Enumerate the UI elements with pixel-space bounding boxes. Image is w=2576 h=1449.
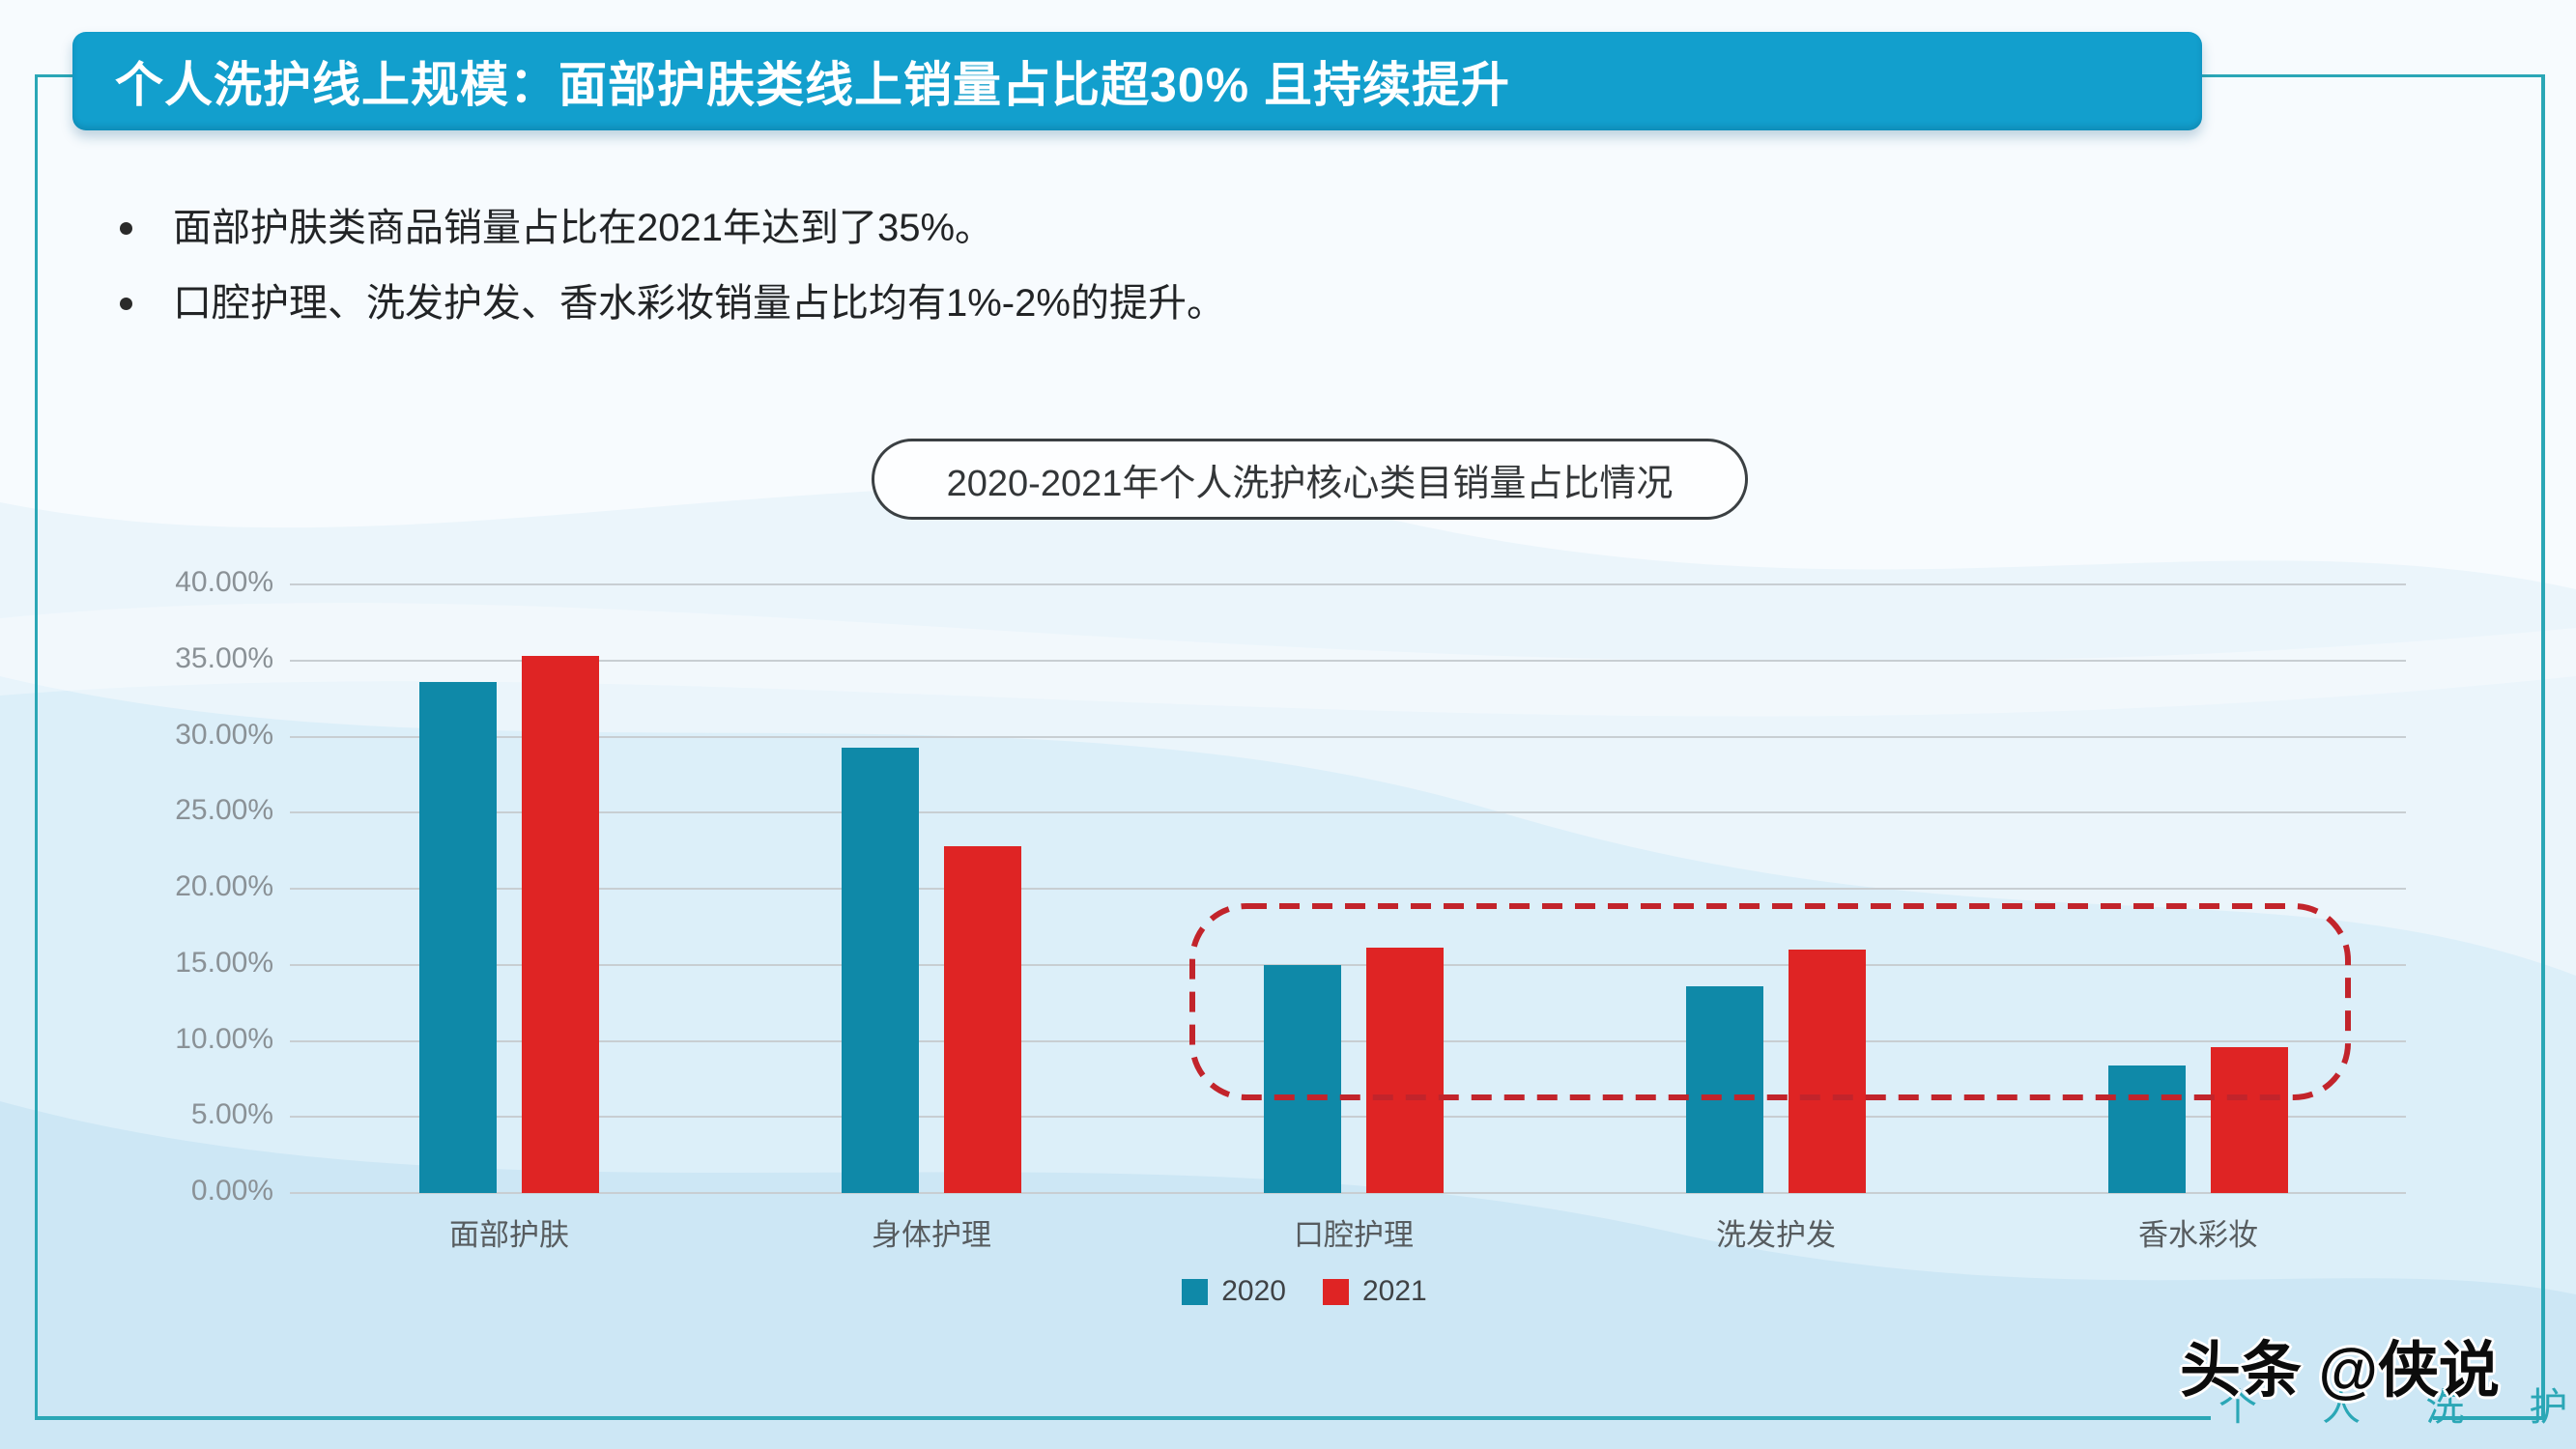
legend-label-2020: 2020: [1221, 1275, 1286, 1307]
y-axis-tick-label: 15.00%: [175, 946, 273, 979]
frame-bottom-left: [35, 1416, 2211, 1420]
bullet-item: 面部护肤类商品销量占比在2021年达到了35%。: [116, 205, 1225, 251]
legend-swatch-2020: [1182, 1278, 1209, 1305]
gridline: [290, 811, 2406, 814]
frame-left-vertical: [35, 74, 38, 1419]
gridline: [290, 659, 2406, 662]
bar-2020-口腔护理: [1264, 964, 1341, 1193]
gridline: [290, 583, 2406, 585]
y-axis-tick-label: 25.00%: [175, 794, 273, 827]
x-axis-category-label: 身体护理: [872, 1218, 991, 1252]
bullet-list: 面部护肤类商品销量占比在2021年达到了35%。 口腔护理、洗发护发、香水彩妆销…: [116, 205, 1225, 355]
bullet-dot-icon: [120, 298, 132, 310]
bar-2021-面部护肤: [522, 656, 599, 1193]
x-axis-category-label: 口腔护理: [1294, 1218, 1414, 1252]
watermark: 头条 @侠说: [2180, 1337, 2500, 1405]
bar-2020-洗发护发: [1686, 985, 1763, 1193]
gridline: [290, 963, 2406, 966]
bullet-dot-icon: [120, 222, 132, 235]
frame-right-connector: [2202, 74, 2543, 77]
bar-2021-口腔护理: [1366, 948, 1444, 1193]
bar-2020-身体护理: [842, 747, 919, 1193]
frame-bottom-right: [2433, 1416, 2545, 1420]
bullet-text: 口腔护理、洗发护发、香水彩妆销量占比均有1%-2%的提升。: [173, 282, 1225, 325]
title-bar: 个人洗护线上规模：面部护肤类线上销量占比超30% 且持续提升: [72, 32, 2202, 130]
x-axis-category-label: 洗发护发: [1716, 1218, 1836, 1252]
dashed-rect: [1189, 903, 2351, 1100]
chart-legend: 2020 2021: [290, 1275, 2319, 1308]
gridline: [290, 1116, 2406, 1119]
x-axis-category-label: 面部护肤: [449, 1218, 569, 1252]
y-axis-tick-label: 40.00%: [175, 566, 273, 598]
bar-2021-洗发护发: [1789, 950, 1866, 1193]
legend-swatch-2021: [1323, 1278, 1349, 1305]
legend-label-2021: 2021: [1362, 1275, 1427, 1307]
y-axis-tick-label: 10.00%: [175, 1022, 273, 1055]
bar-2020-香水彩妆: [2108, 1065, 2186, 1193]
y-axis-tick-label: 5.00%: [190, 1098, 273, 1131]
y-axis-tick-label: 30.00%: [175, 718, 273, 751]
bullet-text: 面部护肤类商品销量占比在2021年达到了35%。: [173, 207, 994, 249]
footer-brand-text: 个 人 洗 护: [2218, 1386, 2576, 1429]
y-axis-tick-label: 20.00%: [175, 870, 273, 902]
legend-item-2020: 2020: [1182, 1275, 1286, 1308]
bar-2020-面部护肤: [419, 681, 497, 1193]
bar-2021-香水彩妆: [2211, 1046, 2288, 1193]
x-axis-category-label: 香水彩妆: [2138, 1218, 2258, 1252]
y-axis-tick-label: 0.00%: [190, 1175, 273, 1207]
chart-title: 2020-2021年个人洗护核心类目销量占比情况: [946, 463, 1674, 504]
frame-right-vertical: [2541, 74, 2545, 1420]
dashed-highlight-box: [1189, 903, 2351, 1100]
y-axis-tick-label: 35.00%: [175, 641, 273, 674]
gridline: [290, 1192, 2406, 1194]
bullet-item: 口腔护理、洗发护发、香水彩妆销量占比均有1%-2%的提升。: [116, 280, 1225, 327]
legend-item-2021: 2021: [1323, 1275, 1427, 1308]
page-title: 个人洗护线上规模：面部护肤类线上销量占比超30% 且持续提升: [115, 58, 1510, 112]
bar-2021-身体护理: [944, 845, 1021, 1193]
gridline: [290, 1039, 2406, 1042]
frame-left-connector: [35, 74, 75, 77]
chart-title-pill: 2020-2021年个人洗护核心类目销量占比情况: [872, 439, 1748, 520]
gridline: [290, 735, 2406, 738]
gridline: [290, 888, 2406, 890]
